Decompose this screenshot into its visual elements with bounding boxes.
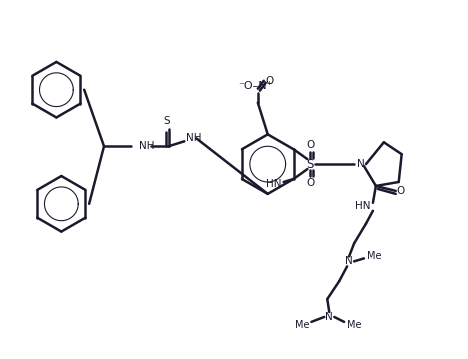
Text: N: N [325,312,333,322]
Text: HN: HN [266,179,282,189]
Text: Me: Me [367,251,381,261]
Text: NH: NH [186,133,202,143]
Text: O: O [396,186,405,196]
Text: NH: NH [139,141,154,151]
Text: O: O [306,140,314,150]
Text: S: S [163,116,170,126]
Text: N: N [357,159,365,169]
Text: Me: Me [295,320,309,330]
Text: Me: Me [347,320,362,330]
Text: HN: HN [355,201,371,211]
Text: N: N [345,256,353,266]
Text: S: S [307,158,314,171]
Text: ⁻O–N⁺: ⁻O–N⁺ [239,81,273,91]
Text: O: O [266,76,274,86]
Text: O: O [306,178,314,188]
